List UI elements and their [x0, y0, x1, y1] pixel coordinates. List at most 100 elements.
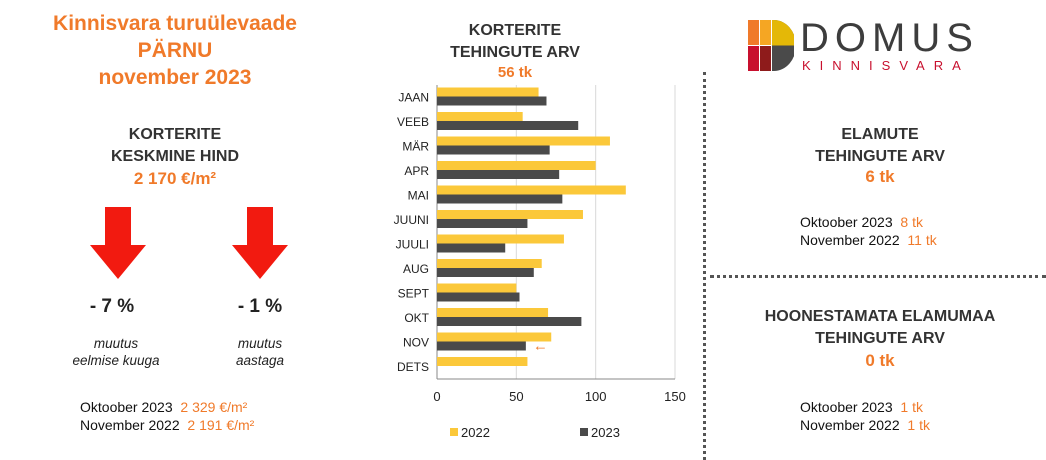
apartment-deals-heading: KORTERITE TEHINGUTE ARV [400, 20, 630, 64]
land-deals-heading-line2: TEHINGUTE ARV [815, 330, 945, 347]
y-category-label: SEPT [398, 286, 430, 300]
price-comparison-row: Oktoober 2023 2 329 €/m² [80, 398, 254, 416]
houses-comparison-label: November 2022 [800, 232, 900, 248]
bar-2022-nov [437, 332, 552, 342]
land-comparison-row: November 2022 1 tk [800, 416, 930, 434]
bar-2023-nov [437, 341, 526, 351]
y-category-label: NOV [403, 335, 429, 349]
apartment-price-heading-line2: KESKMINE HIND [110, 148, 239, 165]
bar-2022-veeb [437, 112, 523, 121]
bar-2022-mär [437, 136, 610, 146]
horizontal-dotted-divider [710, 275, 1046, 278]
x-tick-label: 0 [433, 389, 440, 404]
legend-label-2022: 2022 [461, 425, 490, 440]
bar-2023-mai [437, 194, 563, 204]
apartment-price-heading: KORTERITE KESKMINE HIND [40, 124, 310, 168]
price-comparison-value: 2 191 €/m² [187, 417, 255, 433]
price-comparison-value: 2 329 €/m² [180, 399, 248, 415]
bar-2022-apr [437, 161, 596, 170]
change-year-caption: muutus aastaga [180, 335, 340, 369]
land-comparison-value: 1 tk [907, 417, 930, 433]
bar-2023-sept [437, 292, 520, 302]
bar-2022-okt [437, 308, 549, 317]
change-year-caption-line1: muutus [237, 336, 283, 351]
domus-logo-mark-icon [748, 20, 794, 71]
bar-2023-apr [437, 170, 560, 179]
apartment-price-value: 2 170 €/m² [133, 169, 217, 188]
y-category-label: JUULI [396, 237, 429, 251]
houses-comparison-value: 11 tk [907, 232, 937, 248]
bar-2023-veeb [437, 121, 579, 130]
bar-2022-juuli [437, 234, 564, 244]
bar-2022-mai [437, 185, 626, 195]
y-category-label: OKT [404, 311, 429, 325]
arrow-down-icon-year [232, 207, 288, 279]
change-year-value: - 1 % [237, 296, 283, 317]
bar-2022-juuni [437, 210, 583, 219]
change-month-caption-line2: eelmise kuuga [72, 353, 160, 368]
y-category-label: VEEB [397, 115, 429, 129]
houses-comparison-label: Oktoober 2023 [800, 214, 893, 230]
apartment-deals-value: 56 tk [497, 64, 533, 81]
houses-comparison-row: Oktoober 2023 8 tk [800, 213, 937, 231]
change-month-caption: muutus eelmise kuuga [36, 335, 196, 369]
arrow-down-icon-month [90, 207, 146, 279]
change-month-value: - 7 % [89, 296, 135, 317]
bar-2023-jaan [437, 96, 547, 106]
land-comparison-row: Oktoober 2023 1 tk [800, 398, 930, 416]
price-comparison-row: November 2022 2 191 €/m² [80, 416, 254, 434]
x-tick-label: 100 [585, 389, 607, 404]
apartment-deals-heading-line2: TEHINGUTE ARV [450, 44, 580, 61]
legend-label-2023: 2023 [591, 425, 620, 440]
report-title-line2: PÄRNU [137, 39, 213, 62]
domus-logo-wordmark: DOMUS [800, 16, 979, 60]
land-deals-heading: HOONESTAMATA ELAMUMAA TEHINGUTE ARV [730, 306, 1030, 350]
land-comparison-label: November 2022 [800, 417, 900, 433]
report-title: Kinnisvara turuülevaade PÄRNU november 2… [0, 10, 350, 91]
legend-swatch-2023 [580, 428, 588, 436]
bar-2023-okt [437, 317, 582, 326]
houses-deals-heading-line1: ELAMUTE [841, 126, 919, 143]
bar-2022-aug [437, 259, 542, 268]
land-comparison-value: 1 tk [900, 399, 923, 415]
domus-logo: DOMUS KINNISVARA [748, 16, 1008, 78]
houses-comparison-value: 8 tk [900, 214, 923, 230]
y-category-label: AUG [403, 262, 429, 276]
bar-2023-mär [437, 145, 550, 155]
land-comparison-label: Oktoober 2023 [800, 399, 893, 415]
houses-deals-value: 6 tk [865, 167, 895, 186]
x-tick-label: 50 [509, 389, 523, 404]
price-comparison-label: Oktoober 2023 [80, 399, 173, 415]
annotation-arrow-icon: ← [533, 338, 548, 355]
report-title-line3: november 2023 [98, 66, 252, 89]
y-category-label: JAAN [398, 90, 429, 104]
y-category-label: DETS [397, 360, 429, 374]
houses-deals-heading: ELAMUTE TEHINGUTE ARV [730, 124, 1030, 168]
bar-2023-aug [437, 268, 534, 277]
bar-2022-sept [437, 283, 517, 293]
y-category-label: JUUNI [394, 213, 429, 227]
change-month-caption-line1: muutus [93, 336, 139, 351]
change-year-caption-line2: aastaga [235, 353, 285, 368]
houses-comparison-row: November 2022 11 tk [800, 231, 937, 249]
price-comparison-label: November 2022 [80, 417, 180, 433]
y-category-label: MÄR [402, 139, 429, 153]
x-tick-label: 150 [664, 389, 686, 404]
domus-logo-subtitle: KINNISVARA [802, 58, 970, 73]
apartment-price-heading-line1: KORTERITE [128, 126, 222, 143]
bar-2022-jaan [437, 87, 539, 97]
land-deals-value: 0 tk [865, 351, 895, 370]
apartment-deals-heading-line1: KORTERITE [468, 22, 562, 39]
bar-2022-dets [437, 357, 528, 366]
bar-2023-juuli [437, 243, 506, 253]
vertical-dotted-divider [703, 72, 706, 460]
price-comparison: Oktoober 2023 2 329 €/m² November 2022 2… [80, 398, 254, 434]
apartment-deals-chart: 0 50 100 150 JAAN VEEB MÄR APR MAI JUUNI JUULI AUG S… [394, 85, 686, 440]
y-category-label: MAI [408, 188, 429, 202]
legend-swatch-2022 [450, 428, 458, 436]
bar-2023-juuni [437, 219, 528, 228]
y-category-label: APR [404, 164, 429, 178]
report-title-line1: Kinnisvara turuülevaade [53, 12, 297, 35]
land-comparison: Oktoober 2023 1 tk November 2022 1 tk [800, 398, 930, 434]
houses-deals-heading-line2: TEHINGUTE ARV [815, 148, 945, 165]
